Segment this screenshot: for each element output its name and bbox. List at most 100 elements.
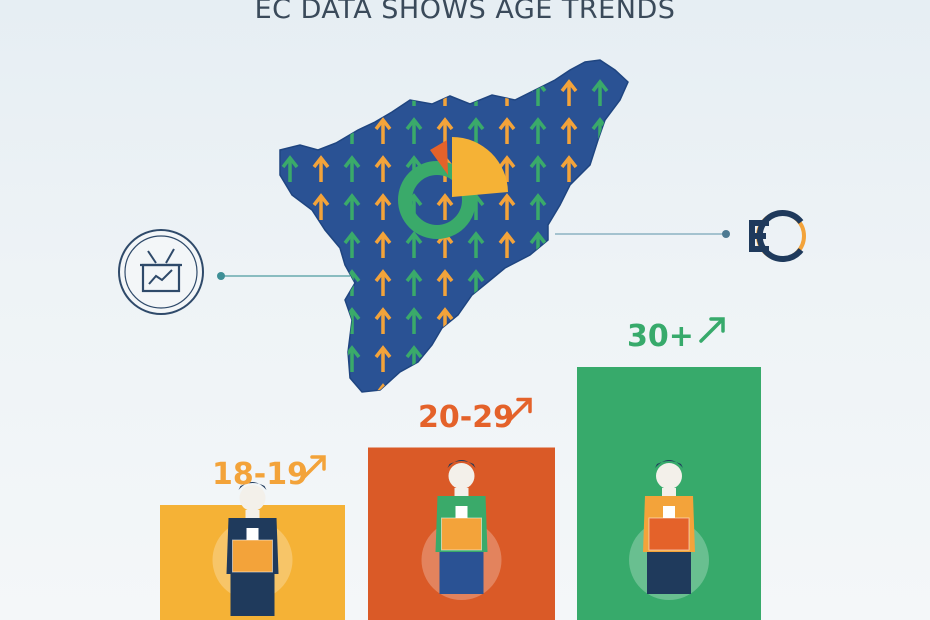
map-arrow-icon	[312, 193, 330, 220]
map-arrow-icon	[467, 307, 485, 334]
voter-legs	[439, 552, 484, 594]
map-arrow-icon	[498, 117, 516, 144]
map-arrow-icon	[591, 307, 609, 334]
ballot-paper	[663, 506, 675, 518]
map-arrow-icon	[560, 231, 578, 258]
map-arrow-icon	[374, 269, 392, 296]
map-arrow-icon	[498, 269, 516, 296]
map-arrow-icon	[529, 383, 547, 392]
map-arrow-icon	[374, 307, 392, 334]
map-arrow-icon	[374, 231, 392, 258]
map-arrow-icon	[343, 155, 361, 182]
map-arrow-icon	[405, 117, 423, 144]
map-arrow-icon	[281, 383, 299, 392]
voter-head	[448, 463, 475, 489]
ec-logo-icon	[749, 210, 806, 262]
voter-legs	[647, 552, 691, 594]
map-arrow-icon	[529, 345, 547, 372]
voter-legs	[230, 574, 275, 616]
map-arrow-icon	[591, 269, 609, 296]
map-arrow-icon	[498, 345, 516, 372]
map-arrow-icon	[591, 155, 609, 182]
map-arrow-icon	[405, 231, 423, 258]
bar-18-19	[160, 482, 345, 620]
ballot-paper	[455, 506, 468, 518]
map-arrow-icon	[281, 345, 299, 372]
map-arrow-icon	[312, 79, 330, 106]
map-arrow-icon	[374, 117, 392, 144]
map-arrow-icon	[467, 117, 485, 144]
map-arrow-icon	[436, 269, 454, 296]
map-arrow-icon	[374, 193, 392, 220]
map-arrow-icon	[560, 307, 578, 334]
ballot-box-chart-icon	[118, 229, 204, 315]
map-arrow-icon	[281, 231, 299, 258]
map-arrow-icon	[312, 383, 330, 392]
voter-hair	[238, 482, 267, 490]
map-arrow-icon	[467, 231, 485, 258]
map-arrow-icon	[591, 193, 609, 220]
map-arrow-icon	[374, 345, 392, 372]
map-arrow-icon	[591, 79, 609, 106]
map-arrow-icon	[312, 231, 330, 258]
ballot-box	[441, 517, 482, 551]
map-arrow-icon	[498, 193, 516, 220]
map-arrow-icon	[281, 307, 299, 334]
map-arrow-icon	[405, 269, 423, 296]
map-arrow-icon	[343, 193, 361, 220]
map-arrow-icon	[405, 307, 423, 334]
map-arrow-icon	[529, 193, 547, 220]
map-arrow-icon	[374, 79, 392, 106]
map-arrow-icon	[343, 79, 361, 106]
region-map	[279, 59, 629, 393]
map-arrow-icon	[467, 345, 485, 372]
map-arrow-icon	[374, 155, 392, 182]
map-arrow-icon	[529, 307, 547, 334]
map-arrow-icon	[436, 193, 454, 220]
right-connector-dot	[722, 230, 730, 238]
map-arrow-icon	[436, 117, 454, 144]
map-arrow-icon	[498, 307, 516, 334]
map-arrow-icon	[498, 231, 516, 258]
bar-label-30-plus: 30+	[627, 319, 694, 354]
ballot-paper	[246, 528, 259, 540]
map-arrow-icon	[560, 269, 578, 296]
ballot-box	[232, 539, 273, 573]
map-arrow-icon	[312, 307, 330, 334]
trend-up-arrow-icon	[300, 455, 326, 481]
map-arrow-icon	[281, 155, 299, 182]
voter-head	[239, 485, 266, 511]
bar-20-29	[368, 447, 555, 620]
map-donut-chart	[398, 137, 508, 239]
map-arrow-icon	[343, 383, 361, 392]
map-arrow-icon	[529, 155, 547, 182]
map-arrow-icon	[560, 383, 578, 392]
donut-orange-slice	[430, 140, 448, 175]
ballot-box	[648, 517, 690, 551]
map-arrow-icon	[281, 193, 299, 220]
map-arrow-icon	[560, 79, 578, 106]
bars-group	[160, 317, 761, 620]
map-arrow-icon	[591, 231, 609, 258]
voter-head	[656, 463, 682, 489]
map-arrow-icon	[560, 117, 578, 144]
map-arrow-icon	[560, 193, 578, 220]
map-arrow-icon	[560, 155, 578, 182]
trend-up-arrow-icon	[506, 397, 532, 424]
trend-up-arrow-icon	[699, 317, 725, 343]
voter-hair	[655, 460, 683, 468]
map-arrow-icon	[560, 345, 578, 372]
map-arrow-icon	[529, 117, 547, 144]
map-arrow-icon	[498, 155, 516, 182]
voter-hair	[447, 460, 476, 468]
map-arrow-icon	[312, 345, 330, 372]
map-arrow-icon	[281, 79, 299, 106]
map-arrow-icon	[529, 269, 547, 296]
donut-ring	[398, 161, 476, 239]
map-arrow-icon	[312, 155, 330, 182]
page-title: EC DATA SHOWS AGE TRENDS	[254, 0, 676, 25]
map-arrow-icon	[281, 117, 299, 144]
map-arrow-icon	[343, 231, 361, 258]
bar-30+	[577, 367, 761, 620]
